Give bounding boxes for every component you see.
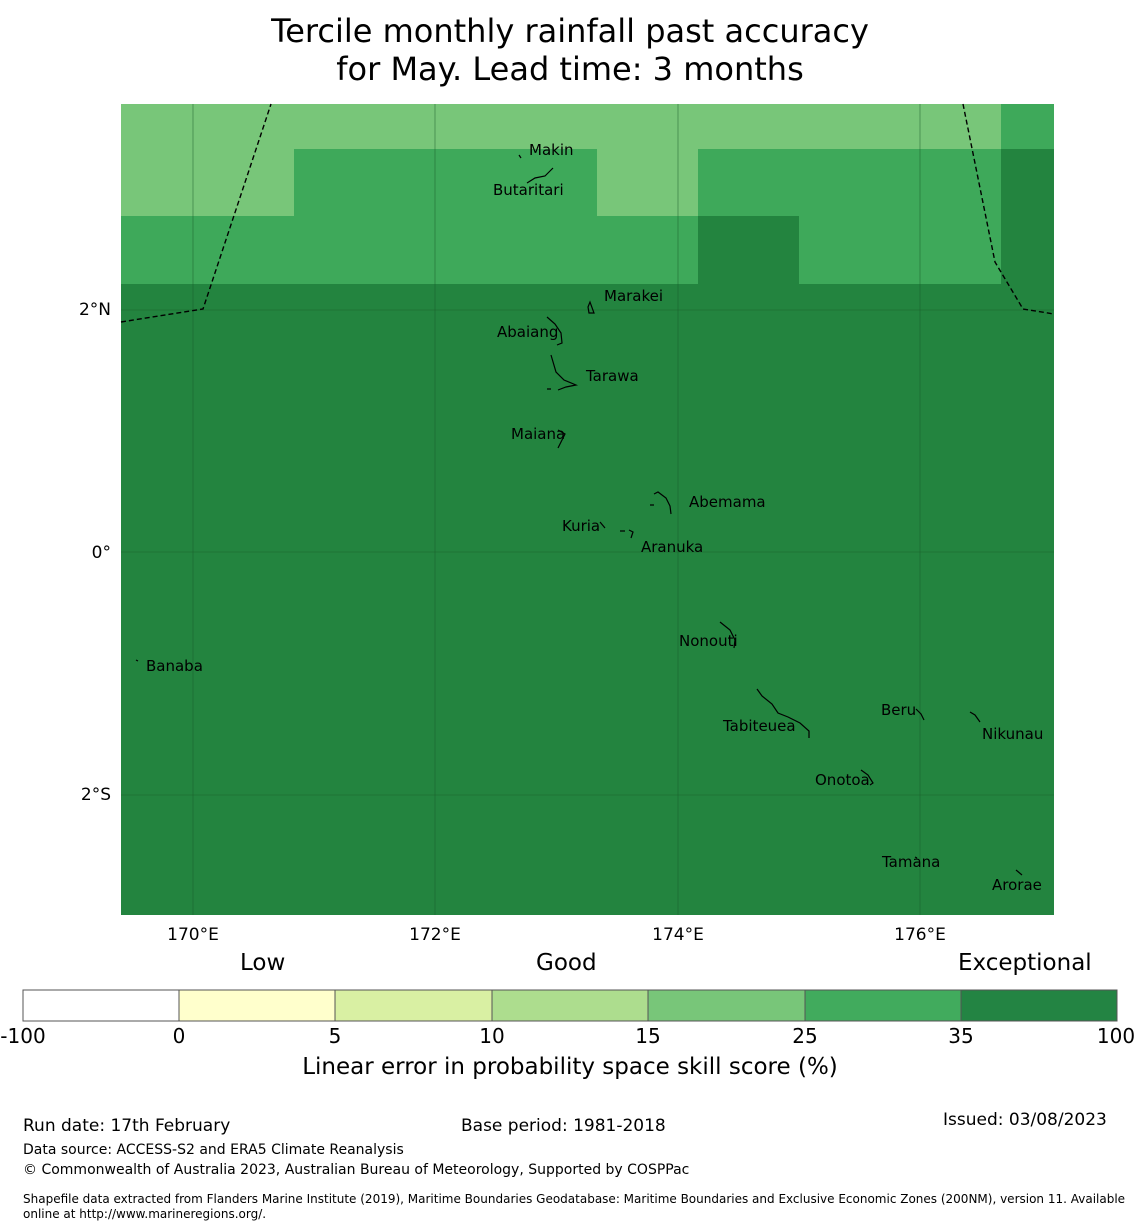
- eez-boundaries: [120, 103, 1055, 323]
- island-label: Nonouti: [679, 632, 738, 650]
- island-labels: Makin Butaritari Marakei Abaiang Tarawa …: [146, 141, 1043, 894]
- colorbar-tick: 35: [948, 1024, 974, 1048]
- axis-labels: 2°N 0° 2°S 170°E 172°E 174°E 176°E: [79, 300, 946, 945]
- colorbar-tick: 10: [479, 1024, 505, 1048]
- run-date: Run date: 17th February: [23, 1116, 231, 1136]
- grid-cell-exceptional-right: [1001, 149, 1054, 284]
- colorbar-segment: [647, 989, 806, 1022]
- skill-grid: [121, 104, 1054, 915]
- map-title-line-2: for May. Lead time: 3 months: [336, 50, 804, 88]
- island-shape-abemama: [650, 491, 672, 515]
- island-shape-makin: [518, 154, 522, 159]
- issued-date: Issued: 03/08/2023: [943, 1110, 1107, 1130]
- island-label: Butaritari: [493, 181, 564, 199]
- lon-label-176e: 176°E: [894, 925, 946, 945]
- lon-label-172e: 172°E: [409, 925, 461, 945]
- island-label: Abaiang: [497, 323, 558, 341]
- grid-cell-high-topright: [1001, 104, 1054, 149]
- island-label: Tamana: [881, 853, 940, 871]
- colorbar-category-low: Low: [240, 950, 286, 976]
- island-label: Arorae: [992, 876, 1042, 894]
- island-label: Marakei: [604, 287, 663, 305]
- island-label: Banaba: [146, 657, 203, 675]
- island-shape-tamana: [914, 856, 918, 859]
- base-period: Base period: 1981-2018: [461, 1116, 666, 1136]
- colorbar-segment: [22, 989, 180, 1022]
- colorbar-segment: [178, 989, 336, 1022]
- island-shape-tarawa: [547, 354, 579, 391]
- island-shape-banaba: [135, 659, 139, 662]
- island-label: Makin: [529, 141, 574, 159]
- island-shape-maiana: [557, 429, 566, 449]
- island-shape-nikunau: [969, 711, 981, 723]
- island-shape-kuria: [599, 521, 625, 532]
- colorbar-tick: 100: [1096, 1024, 1136, 1048]
- map-title-line-1: Tercile monthly rainfall past accuracy: [271, 12, 869, 50]
- colorbar-segment: [491, 989, 649, 1022]
- lon-label-170e: 170°E: [167, 925, 219, 945]
- island-shape-onotoa: [860, 769, 874, 786]
- colorbar-tick: 0: [172, 1024, 186, 1048]
- data-source: Data source: ACCESS-S2 and ERA5 Climate …: [23, 1142, 404, 1158]
- island-label: Beru: [881, 701, 916, 719]
- copyright: © Commonwealth of Australia 2023, Austra…: [23, 1162, 690, 1178]
- island-shape-nonouti: [719, 621, 736, 649]
- island-label: Tabiteuea: [722, 717, 796, 735]
- island-label: Tarawa: [585, 367, 639, 385]
- island-shape-butaritari: [526, 167, 554, 184]
- lat-label-0: 0°: [92, 543, 111, 563]
- island-label: Nikunau: [982, 725, 1043, 743]
- lat-label-2s: 2°S: [81, 785, 111, 805]
- lat-label-2n: 2°N: [79, 300, 111, 320]
- island-shape-aranuka: [628, 529, 634, 539]
- colorbar-segment: [804, 989, 962, 1022]
- colorbar-category-good: Good: [536, 950, 597, 976]
- colorbar-title: Linear error in probability space skill …: [302, 1054, 838, 1080]
- eez-boundary-west: [120, 103, 272, 323]
- grid-cell-exceptional-center: [698, 216, 799, 284]
- eez-boundary-east: [962, 103, 1055, 315]
- island-shape-beru: [915, 708, 925, 721]
- island-label: Onotoa: [815, 771, 870, 789]
- grid-cell-mid-top: [294, 104, 1001, 149]
- colorbar-tick: 15: [635, 1024, 661, 1048]
- island-label: Kuria: [562, 517, 600, 535]
- island-shape-tabiteuea: [756, 688, 810, 738]
- colorbar-category-exceptional: Exceptional: [958, 950, 1092, 976]
- colorbar-tick: 25: [792, 1024, 818, 1048]
- island-shape-marakei: [587, 300, 595, 314]
- colorbar-tick: 5: [328, 1024, 342, 1048]
- grid-cell-mid-center: [597, 149, 698, 216]
- colorbar: [22, 989, 1118, 1022]
- island-label: Aranuka: [641, 538, 703, 556]
- shapefile-credit: Shapefile data extracted from Flanders M…: [23, 1192, 1126, 1221]
- island-shape-abaiang: [546, 316, 563, 346]
- colorbar-tick: -100: [0, 1024, 46, 1048]
- island-label: Maiana: [511, 425, 565, 443]
- island-shape-arorae: [1015, 869, 1023, 876]
- lon-label-174e: 174°E: [652, 925, 704, 945]
- colorbar-segment: [334, 989, 493, 1022]
- graticule: [121, 104, 1054, 915]
- colorbar-segment: [960, 989, 1118, 1022]
- island-outlines: [135, 154, 1023, 876]
- island-label: Abemama: [689, 493, 766, 511]
- grid-cell-mid-left: [121, 104, 294, 216]
